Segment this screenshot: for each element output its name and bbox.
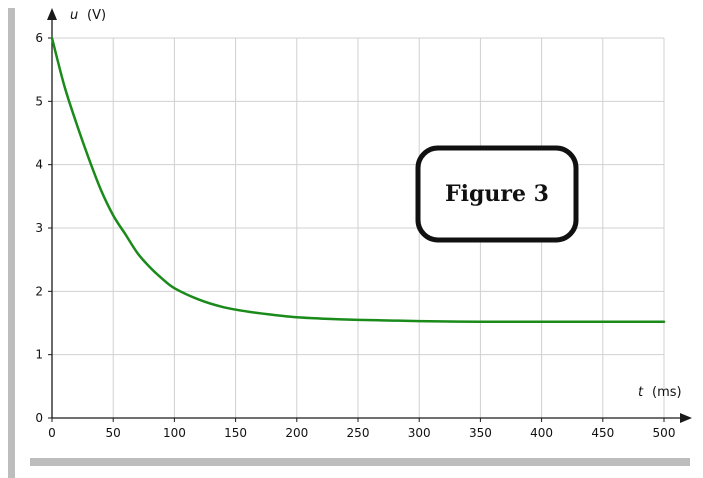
y-tick-label: 6 [35, 31, 43, 45]
x-tick-label: 250 [347, 426, 370, 440]
y-tick-label: 2 [35, 284, 43, 298]
y-tick-label: 1 [35, 348, 43, 362]
y-axis-unit: (V) [87, 8, 106, 23]
y-tick-label: 3 [35, 221, 43, 235]
x-axis-unit: (ms) [652, 385, 682, 400]
y-axis-variable: u [70, 8, 78, 23]
x-axis-variable: t [638, 385, 644, 400]
x-tick-label: 0 [48, 426, 56, 440]
figure-label-box [415, 145, 579, 243]
x-tick-label: 350 [469, 426, 492, 440]
series-layer [50, 36, 666, 324]
axes-layer [47, 8, 692, 423]
x-tick-label: 450 [591, 426, 614, 440]
frame-shadow-left [8, 8, 15, 478]
y-tick-label: 0 [35, 411, 43, 425]
ticks-layer: 0 50 100 150 200 250 300 350 400 450 500 0 1 2 3 4 5 6 [35, 31, 675, 440]
x-tick-label: 100 [163, 426, 186, 440]
series-line [50, 36, 666, 324]
y-tick-label: 5 [35, 94, 43, 108]
figure-label: Figure 3 [445, 181, 549, 207]
x-tick-label: 50 [106, 426, 121, 440]
x-tick-label: 500 [653, 426, 676, 440]
y-axis-arrow [47, 8, 57, 20]
x-tick-label: 300 [408, 426, 431, 440]
x-tick-label: 150 [224, 426, 247, 440]
x-tick-label: 400 [530, 426, 553, 440]
frame-shadow-bottom [30, 458, 690, 466]
y-tick-label: 4 [35, 158, 43, 172]
x-axis-arrow [680, 413, 692, 423]
x-tick-label: 200 [285, 426, 308, 440]
